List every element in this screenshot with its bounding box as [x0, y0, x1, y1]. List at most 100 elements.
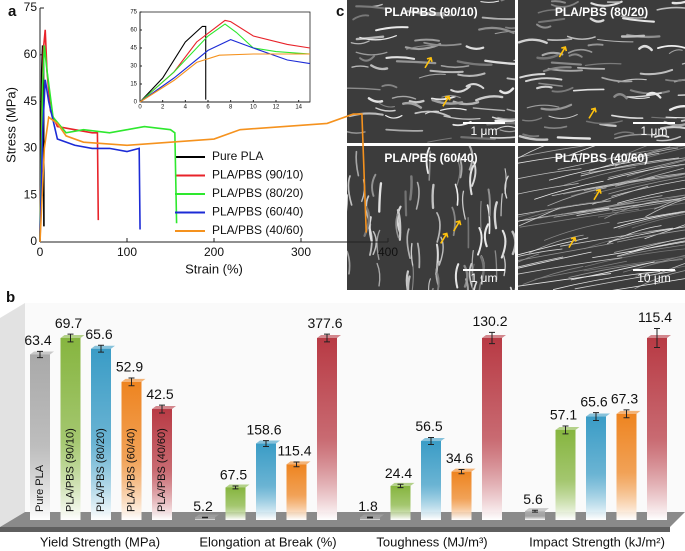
texture — [589, 17, 605, 23]
texture — [518, 183, 579, 195]
bar-cap — [152, 406, 176, 410]
texture — [484, 59, 515, 65]
texture — [574, 270, 677, 290]
texture — [616, 240, 685, 257]
error-bar — [428, 437, 434, 446]
texture — [518, 242, 614, 261]
texture — [518, 251, 592, 269]
sem-image — [518, 0, 685, 143]
texture — [518, 38, 548, 45]
value-label: 158.6 — [246, 421, 281, 437]
texture — [614, 147, 679, 167]
category-label: Yield Strength (MPa) — [40, 534, 160, 549]
texture — [671, 0, 685, 5]
texture — [631, 213, 685, 229]
texture — [568, 53, 583, 58]
texture — [451, 206, 456, 237]
texture — [585, 120, 623, 125]
texture — [657, 44, 685, 49]
texture — [608, 176, 685, 195]
bar — [152, 409, 172, 520]
texture — [370, 64, 389, 71]
texture — [424, 110, 440, 115]
texture — [408, 99, 425, 104]
scale-label: 1 μm — [471, 271, 498, 285]
error-bar — [623, 409, 630, 419]
texture — [471, 263, 475, 290]
error-bar — [654, 328, 660, 348]
bar — [195, 517, 215, 520]
x-tick-label: 0 — [138, 105, 142, 111]
texture — [595, 146, 685, 162]
texture — [347, 175, 353, 206]
texture — [460, 135, 496, 141]
texture — [409, 175, 413, 201]
texture — [525, 202, 635, 221]
texture — [536, 85, 553, 90]
texture — [538, 82, 563, 87]
texture — [665, 78, 685, 82]
value-label: 1.8 — [358, 498, 378, 514]
bar-cap — [317, 335, 341, 338]
y-tick-label: 30 — [24, 141, 38, 155]
texture — [524, 77, 563, 83]
error-bar — [593, 412, 599, 421]
texture — [592, 241, 685, 259]
texture — [615, 167, 684, 187]
texture — [566, 35, 596, 40]
x-tick-label: 200 — [204, 245, 224, 259]
texture — [659, 125, 685, 130]
texture — [405, 270, 410, 290]
error-bar — [458, 469, 465, 475]
texture — [385, 114, 403, 119]
value-label: 57.1 — [550, 407, 577, 423]
texture — [518, 248, 563, 257]
texture — [629, 96, 650, 100]
texture — [584, 62, 622, 67]
line-series — [139, 53, 310, 103]
texture — [381, 84, 398, 89]
texture — [454, 263, 460, 289]
texture — [351, 65, 369, 68]
texture — [580, 157, 680, 177]
arrow — [558, 46, 568, 58]
y-tick-label: 75 — [24, 0, 38, 14]
texture — [632, 164, 685, 180]
texture — [518, 153, 586, 164]
texture — [368, 216, 373, 242]
texture — [583, 172, 685, 191]
texture — [494, 30, 515, 35]
texture — [461, 190, 466, 220]
value-label: 24.4 — [385, 465, 412, 481]
x-tick-label: 300 — [291, 245, 311, 259]
texture — [478, 26, 515, 35]
panel-label: c — [336, 3, 344, 20]
texture — [431, 98, 464, 105]
texture — [405, 10, 446, 15]
texture — [428, 278, 431, 290]
texture — [668, 104, 685, 112]
image-bg — [347, 146, 515, 290]
image-label: PLA/PBS (90/10) — [384, 5, 477, 19]
texture — [402, 101, 423, 109]
bar-cap — [360, 514, 384, 518]
texture — [355, 5, 387, 10]
texture — [654, 134, 670, 138]
texture — [375, 26, 409, 32]
value-label: 115.4 — [278, 443, 312, 459]
texture — [611, 198, 685, 212]
value-label: 56.5 — [415, 418, 442, 434]
texture — [542, 66, 572, 73]
bar — [286, 464, 307, 520]
texture — [550, 0, 579, 8]
x-tick-label: 4 — [184, 105, 188, 111]
bar — [91, 348, 111, 520]
texture — [506, 108, 515, 113]
texture — [375, 107, 396, 112]
texture — [396, 209, 402, 241]
image-label: PLA/PBS (60/40) — [384, 151, 477, 165]
texture — [568, 259, 683, 278]
series-label: PLA/PBS (60/40) — [125, 428, 137, 512]
texture — [518, 237, 589, 256]
texture — [347, 87, 381, 91]
